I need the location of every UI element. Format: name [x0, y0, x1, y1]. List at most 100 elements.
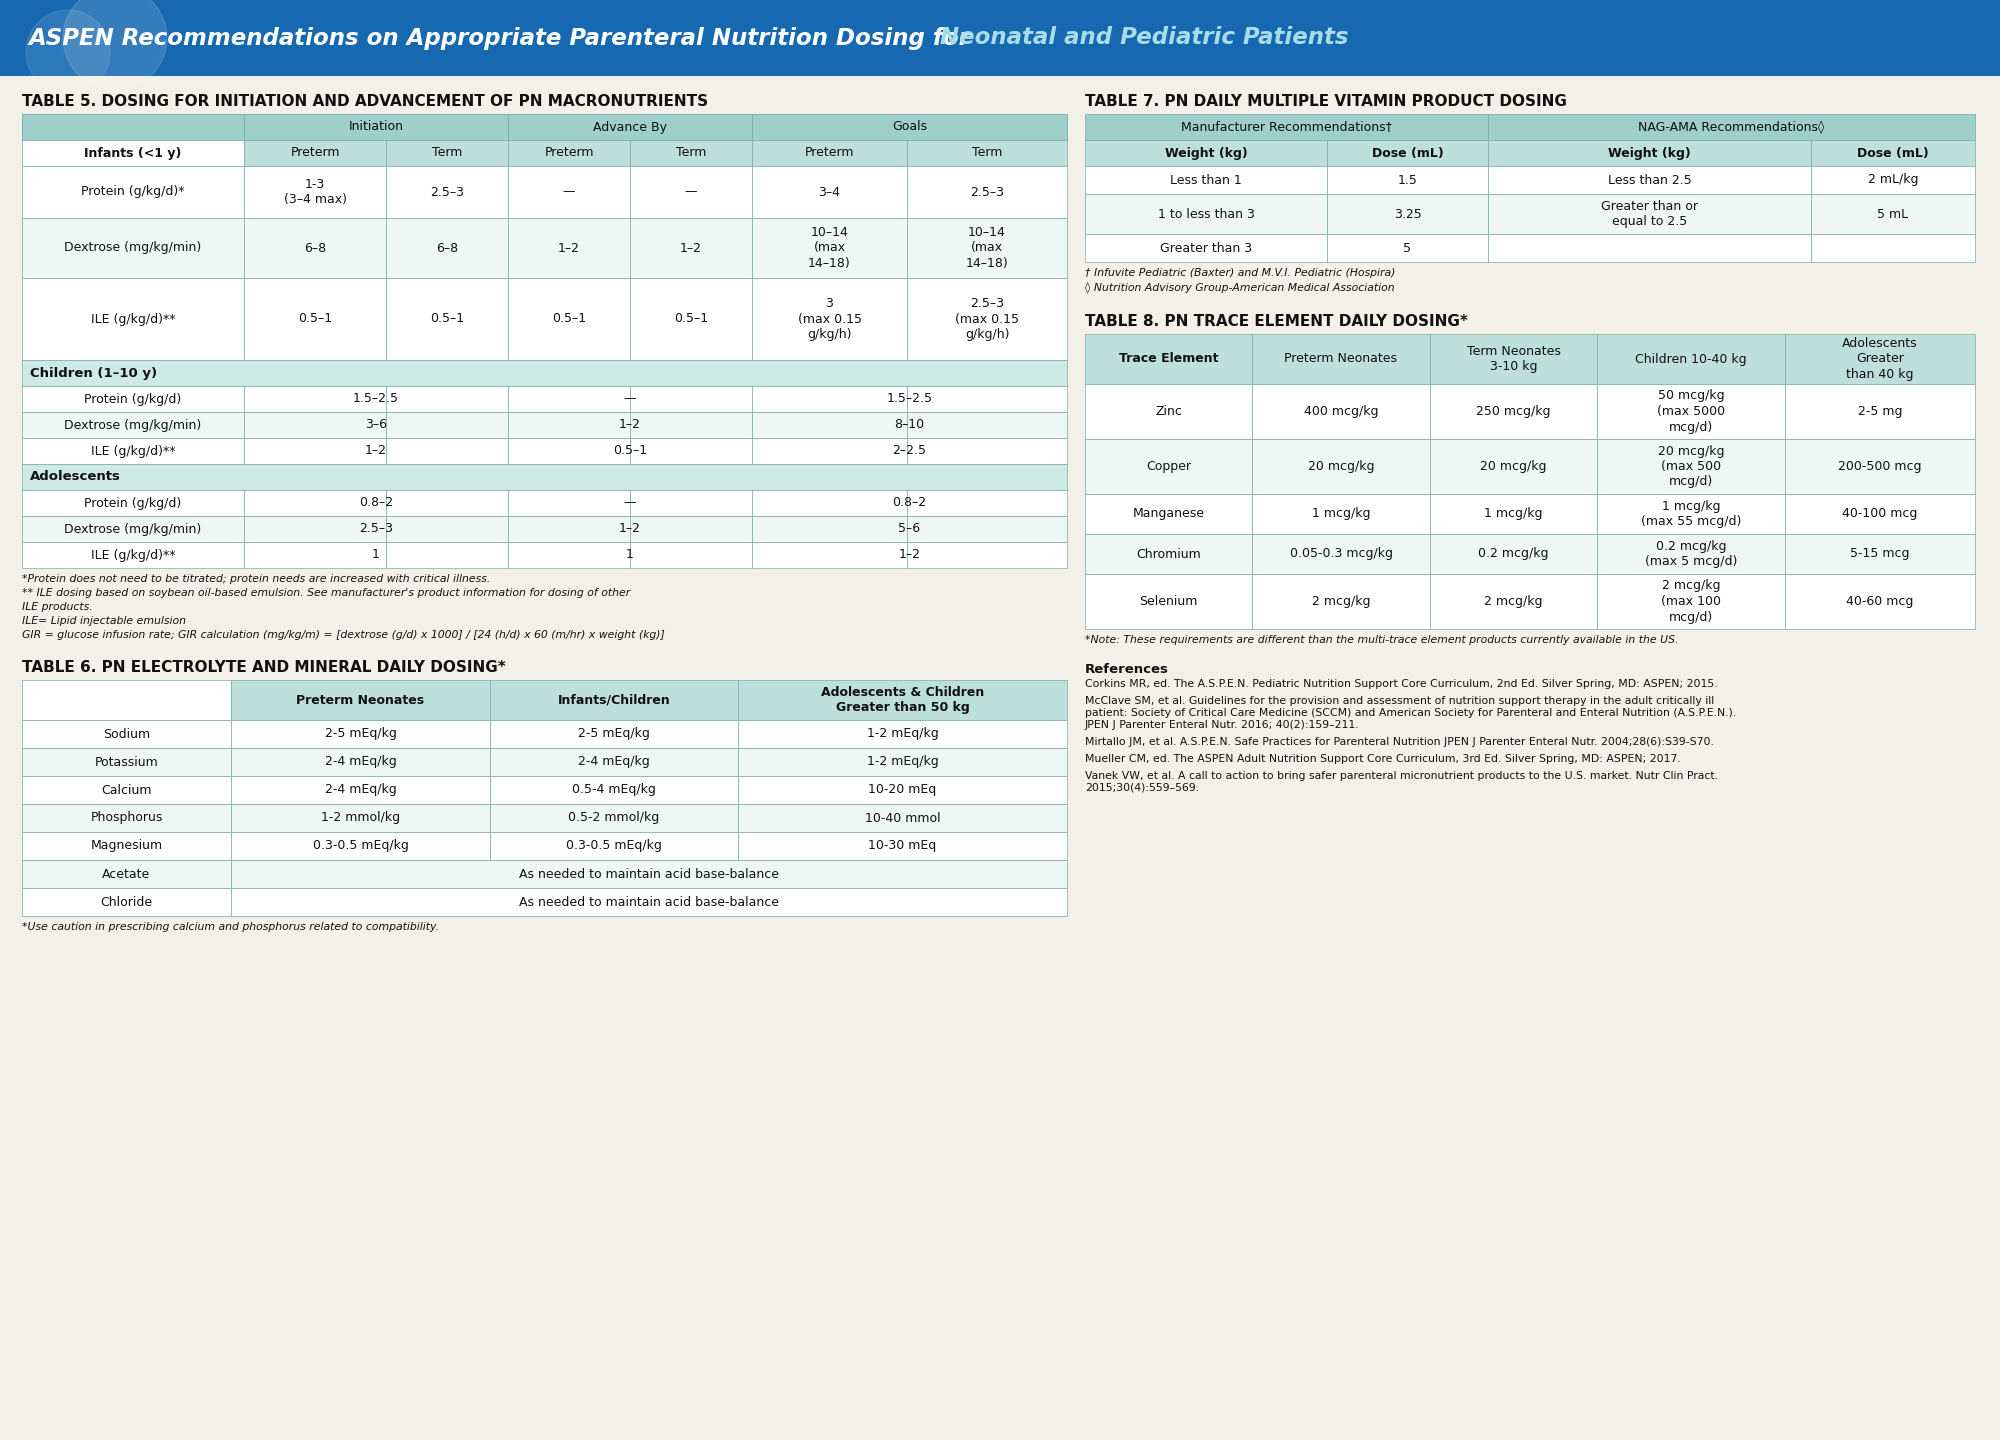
Text: Infants/Children: Infants/Children [558, 694, 670, 707]
Text: 0.2 mcg/kg
(max 5 mcg/d): 0.2 mcg/kg (max 5 mcg/d) [1644, 540, 1738, 569]
Bar [508, 438, 630, 464]
Text: 1–2: 1–2 [620, 419, 640, 432]
Bar [1252, 494, 1430, 534]
Text: 2.5–3
(max 0.15
g/kg/h): 2.5–3 (max 0.15 g/kg/h) [956, 297, 1020, 341]
Bar [22, 720, 232, 747]
Text: 1.5–2.5: 1.5–2.5 [352, 393, 400, 406]
Bar [738, 747, 1068, 776]
Bar [1596, 575, 1786, 629]
Bar [1786, 439, 1976, 494]
Bar [22, 776, 232, 804]
Text: ** ILE dosing based on soybean oil-based emulsion. See manufacturer's product in: ** ILE dosing based on soybean oil-based… [22, 588, 630, 598]
Text: Children 10-40 kg: Children 10-40 kg [1636, 353, 1746, 366]
Bar [508, 140, 630, 166]
Bar [386, 217, 508, 278]
Text: ILE (g/kg/d)**: ILE (g/kg/d)** [90, 549, 176, 562]
Bar [752, 516, 908, 541]
Text: 2-4 mEq/kg: 2-4 mEq/kg [324, 756, 396, 769]
Text: 1: 1 [372, 549, 380, 562]
Text: Weight (kg): Weight (kg) [1608, 147, 1690, 160]
Text: 2-5 mEq/kg: 2-5 mEq/kg [578, 727, 650, 740]
Text: Initiation: Initiation [348, 121, 404, 134]
Text: Vanek VW, et al. A call to action to bring safer parenteral micronutrient produc: Vanek VW, et al. A call to action to bri… [1084, 770, 1718, 793]
Circle shape [26, 10, 110, 94]
Bar [22, 860, 232, 888]
Bar [1596, 439, 1786, 494]
Bar [508, 114, 752, 140]
Bar [386, 278, 508, 360]
Bar [508, 412, 630, 438]
Bar [1430, 439, 1596, 494]
Text: 10-20 mEq: 10-20 mEq [868, 783, 936, 796]
Bar [232, 747, 490, 776]
Text: 1–2: 1–2 [558, 242, 580, 255]
Bar [1786, 575, 1976, 629]
Bar [1488, 194, 1812, 233]
Bar [22, 386, 244, 412]
Text: 0.5–1: 0.5–1 [298, 312, 332, 325]
Bar [908, 516, 1068, 541]
Bar [908, 541, 1068, 567]
Bar [1328, 166, 1488, 194]
Text: 1 to less than 3: 1 to less than 3 [1158, 207, 1254, 220]
Text: 2.5–3: 2.5–3 [970, 186, 1004, 199]
Text: 1-2 mEq/kg: 1-2 mEq/kg [866, 727, 938, 740]
Bar [1252, 575, 1430, 629]
Bar [738, 804, 1068, 832]
Bar [508, 217, 630, 278]
Text: 1.5: 1.5 [1398, 173, 1418, 187]
Text: 2.5–3: 2.5–3 [360, 523, 392, 536]
Bar [490, 747, 738, 776]
Bar [490, 720, 738, 747]
Bar [244, 166, 386, 217]
Text: Trace Element: Trace Element [1118, 353, 1218, 366]
Text: 10–14
(max
14–18): 10–14 (max 14–18) [966, 226, 1008, 271]
Bar [508, 386, 630, 412]
Text: 250 mcg/kg: 250 mcg/kg [1476, 405, 1550, 418]
Text: Term: Term [972, 147, 1002, 160]
Bar [908, 166, 1068, 217]
Bar [386, 516, 508, 541]
Bar [1430, 575, 1596, 629]
Bar [232, 720, 490, 747]
Text: 5: 5 [1404, 242, 1412, 255]
Bar [22, 680, 232, 720]
Bar [22, 832, 232, 860]
Text: GIR = glucose infusion rate; GIR calculation (mg/kg/m) = [dextrose (g/d) x 1000]: GIR = glucose infusion rate; GIR calcula… [22, 631, 664, 639]
Bar [1786, 384, 1976, 439]
Bar [386, 438, 508, 464]
Text: 2 mL/kg: 2 mL/kg [1868, 173, 1918, 187]
Bar [1812, 233, 1976, 262]
Bar [1084, 114, 1488, 140]
Bar [1328, 233, 1488, 262]
Bar [386, 490, 508, 516]
Text: As needed to maintain acid base-balance: As needed to maintain acid base-balance [520, 867, 780, 880]
Text: Dextrose (mg/kg/min): Dextrose (mg/kg/min) [64, 523, 202, 536]
Text: 10-40 mmol: 10-40 mmol [864, 812, 940, 825]
Bar [232, 860, 1068, 888]
Text: 20 mcg/kg: 20 mcg/kg [1480, 459, 1546, 472]
Bar [1084, 140, 1328, 166]
Text: 1–2: 1–2 [620, 523, 640, 536]
Text: ILE products.: ILE products. [22, 602, 92, 612]
Bar [1812, 194, 1976, 233]
Text: † Infuvite Pediatric (Baxter) and M.V.I. Pediatric (Hospira): † Infuvite Pediatric (Baxter) and M.V.I.… [1084, 268, 1396, 278]
Bar [232, 680, 490, 720]
Text: TABLE 5. DOSING FOR INITIATION AND ADVANCEMENT OF PN MACRONUTRIENTS: TABLE 5. DOSING FOR INITIATION AND ADVAN… [22, 94, 708, 109]
Bar [1596, 494, 1786, 534]
Bar [490, 804, 738, 832]
Bar [386, 412, 508, 438]
Text: 0.5–1: 0.5–1 [552, 312, 586, 325]
Text: Adolescents
Greater
than 40 kg: Adolescents Greater than 40 kg [1842, 337, 1918, 382]
Bar [244, 412, 386, 438]
Bar [1328, 194, 1488, 233]
Text: Copper: Copper [1146, 459, 1192, 472]
Bar [22, 412, 244, 438]
Text: 10-30 mEq: 10-30 mEq [868, 840, 936, 852]
Bar [386, 166, 508, 217]
Bar [630, 438, 752, 464]
Text: Dose (mL): Dose (mL) [1858, 147, 1928, 160]
Bar [630, 386, 752, 412]
Text: 0.05-0.3 mcg/kg: 0.05-0.3 mcg/kg [1290, 547, 1392, 560]
Text: Preterm Neonates: Preterm Neonates [296, 694, 424, 707]
